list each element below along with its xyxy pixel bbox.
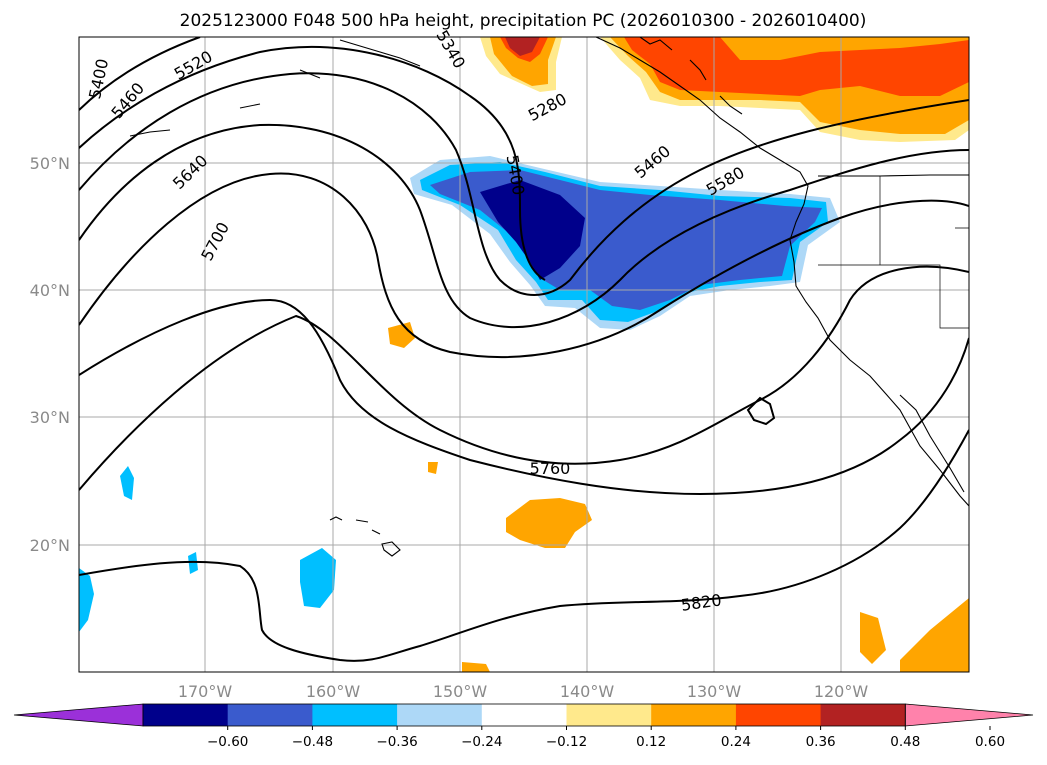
colorbar-segment — [312, 704, 398, 726]
colorbar-segment — [481, 704, 567, 726]
colorbar-segment — [566, 704, 652, 726]
colorbar: −0.60 −0.48 −0.36 −0.24 −0.12 0.12 0.24 0.36 0.4… — [13, 703, 1034, 750]
colorbar-segment — [397, 704, 483, 726]
lon-label-130w: 130°W — [687, 682, 742, 701]
colorbar-tick-label: 0.48 — [890, 734, 920, 750]
colorbar-tick-label: 0.36 — [806, 734, 836, 750]
pos-patch-se2 — [900, 598, 969, 672]
colorbar-segment — [227, 704, 313, 726]
lon-label-150w: 150°W — [433, 682, 488, 701]
neg-patch-west1 — [120, 466, 134, 500]
lat-label-20n: 20°N — [30, 536, 70, 555]
neg-patch-west3 — [188, 552, 198, 574]
lat-label-40n: 40°N — [30, 281, 70, 300]
colorbar-frame — [142, 703, 906, 727]
colorbar-segment — [820, 704, 906, 726]
height-contours — [79, 37, 969, 662]
colorbar-tick-label: −0.36 — [376, 734, 417, 750]
lon-label-140w: 140°W — [560, 682, 615, 701]
colorbar-tick-label: −0.48 — [292, 734, 333, 750]
pos-patch-subtropic2 — [388, 322, 415, 348]
contour-label-5760: 5760 — [530, 459, 571, 478]
neg-patch-hawaii — [300, 548, 336, 608]
lat-label-50n: 50°N — [30, 154, 70, 173]
shade-pos7 — [624, 37, 969, 96]
colorbar-tick-label: 0.12 — [636, 734, 666, 750]
pos-patch-se1 — [860, 612, 886, 664]
map-area — [79, 37, 969, 672]
lon-label-120w: 120°W — [814, 682, 869, 701]
colorbar-tick-label: −0.24 — [461, 734, 502, 750]
pos-patch-subtropic3 — [428, 462, 438, 474]
colorbar-extend-high — [904, 703, 1034, 727]
colorbar-tick-label: 0.60 — [975, 734, 1005, 750]
colorbar-extend-low — [13, 703, 144, 727]
latitude-labels: 50°N 40°N 30°N 20°N — [30, 154, 70, 555]
colorbar-tick-label: −0.60 — [207, 734, 248, 750]
precip-negative-shading — [79, 156, 840, 632]
colorbar-tick-label: −0.12 — [546, 734, 587, 750]
shade-pos4 — [505, 37, 540, 56]
map-title: 2025123000 F048 500 hPa height, precipit… — [180, 11, 867, 31]
map-frame — [78, 36, 970, 673]
colorbar-segment — [735, 704, 822, 726]
shade-neg4 — [480, 180, 585, 280]
lon-label-160w: 160°W — [306, 682, 361, 701]
pos-patch-se3 — [462, 662, 490, 672]
lon-label-170w: 170°W — [178, 682, 233, 701]
colorbar-segment — [143, 704, 229, 726]
longitude-labels: 170°W 160°W 150°W 140°W 130°W 120°W — [178, 682, 869, 701]
lat-label-30n: 30°N — [30, 408, 70, 427]
colorbar-tick-label: 0.24 — [721, 734, 751, 750]
colorbar-segment — [651, 704, 737, 726]
neg-patch-west2 — [79, 568, 94, 632]
pos-patch-subtropic1 — [506, 498, 592, 548]
